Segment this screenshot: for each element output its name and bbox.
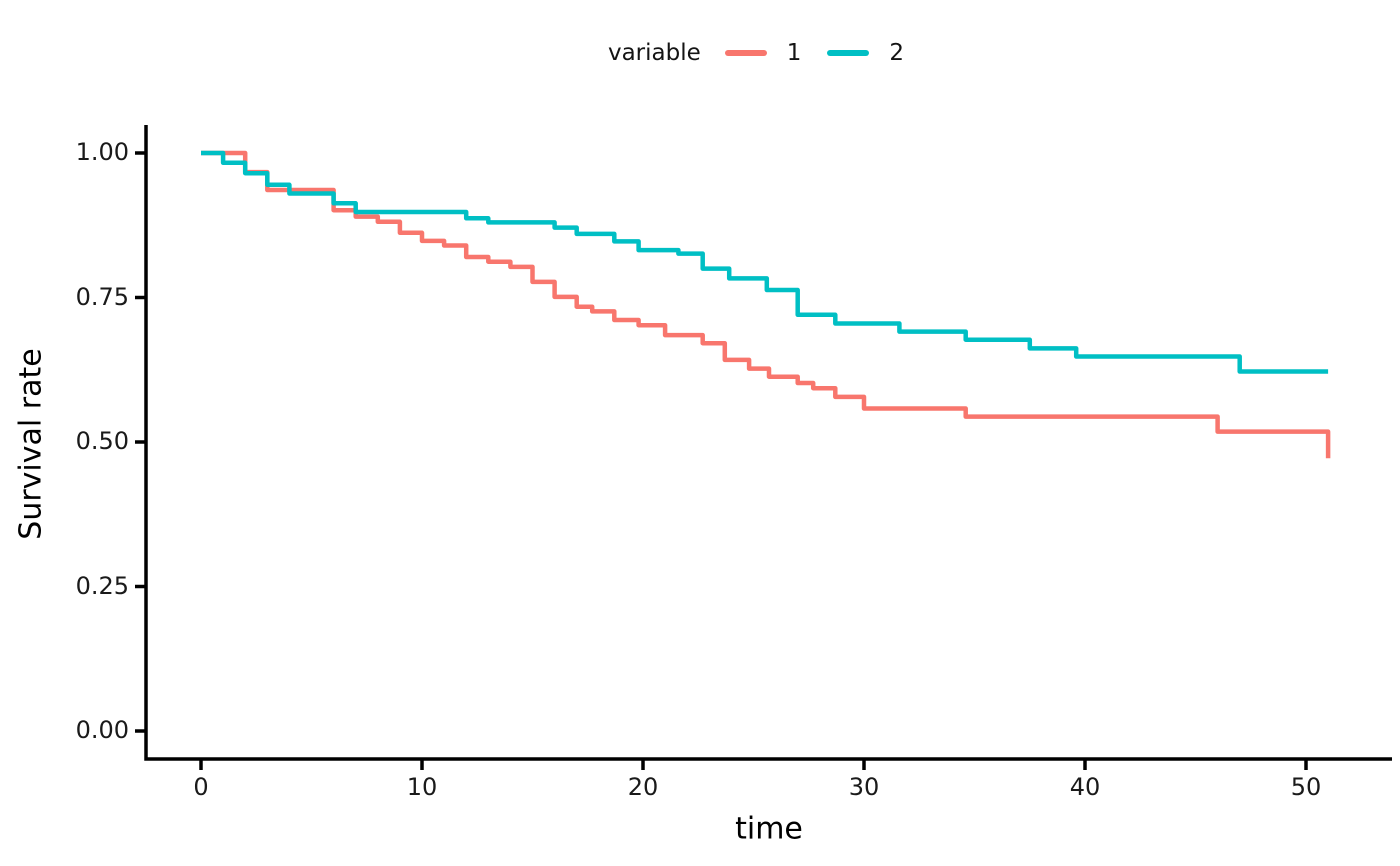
legend-label-series-1: 1 [786,40,802,66]
y-tick-label: 0.50 [75,427,129,455]
survival-curve-1 [201,150,1331,459]
legend-key-series-2-icon [827,50,870,56]
x-axis-title: time [735,811,803,847]
y-tick-label: 0.00 [75,716,129,744]
x-tick-label: 40 [1069,773,1101,801]
y-axis-title: Survival rate [13,348,49,540]
legend: variable 1 2 [146,28,1392,78]
legend-title: variable [607,40,701,66]
legend-label-series-2: 2 [889,40,905,66]
x-tick-label: 10 [406,773,438,801]
x-tick-label: 0 [193,773,209,801]
legend-key-series-1-icon [724,50,767,56]
y-tick-label: 1.00 [75,138,129,166]
x-tick-label: 30 [848,773,880,801]
survival-curve-2 [201,150,1329,374]
x-tick-label: 20 [627,773,659,801]
y-tick-label: 0.75 [75,282,129,311]
axis-lines [144,125,1392,761]
y-tick-label: 0.25 [75,571,129,600]
x-tick-label: 50 [1290,773,1322,801]
